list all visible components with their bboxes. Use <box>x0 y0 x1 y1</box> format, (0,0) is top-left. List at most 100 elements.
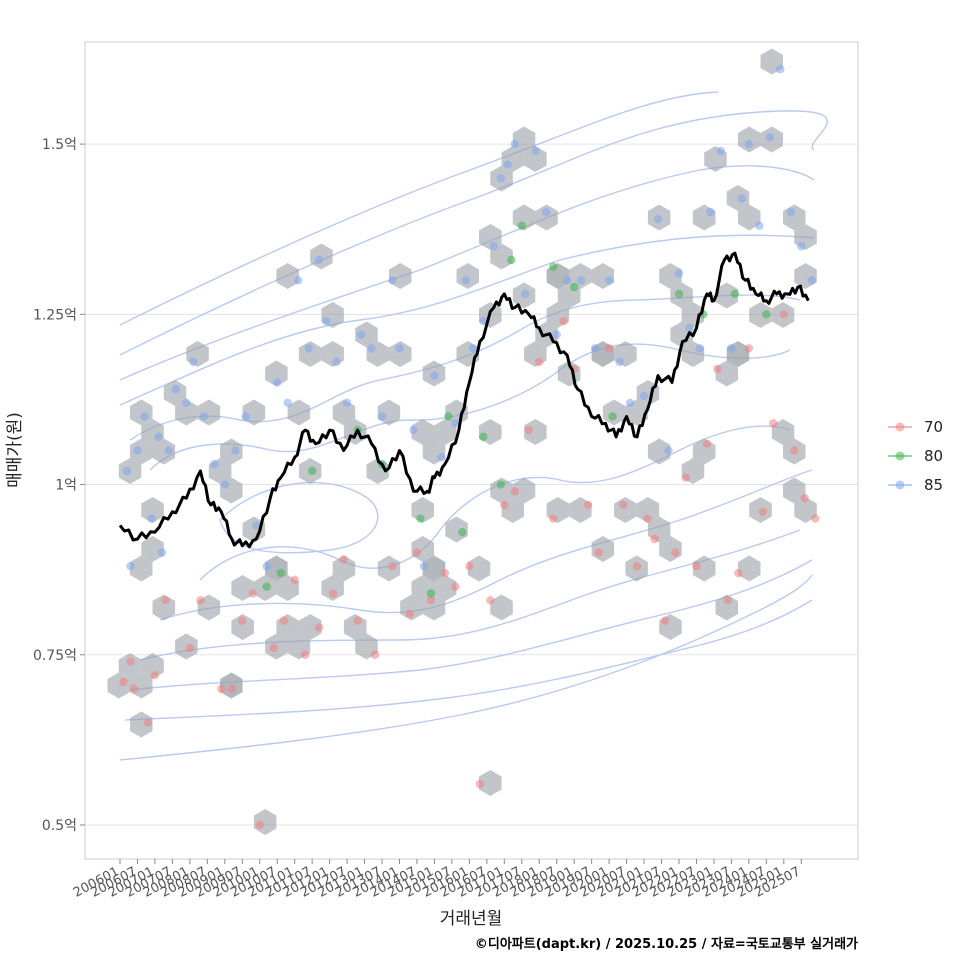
point-70-1 <box>126 657 135 666</box>
point-80-2 <box>307 466 317 476</box>
point-85-54 <box>653 214 663 224</box>
point-85-47 <box>562 276 572 285</box>
point-70-24 <box>412 548 422 557</box>
point-85-52 <box>625 398 635 408</box>
legend: 70 80 85 <box>888 418 943 494</box>
legend-key-dot-70 <box>895 422 905 432</box>
hexbin-57 <box>783 477 806 504</box>
point-85-67 <box>786 208 795 217</box>
point-70-34 <box>535 357 544 367</box>
trend-line-layer <box>118 251 810 549</box>
point-70-26 <box>440 568 450 578</box>
caption: ©디아파트(dapt.kr) / 2025.10.25 / 자료=국토교통부 실… <box>475 936 858 952</box>
hexbin-69 <box>490 477 513 504</box>
hexbin-25 <box>422 555 446 582</box>
point-70-49 <box>702 439 712 448</box>
point-70-57 <box>790 446 799 455</box>
point-80-13 <box>549 262 558 271</box>
point-85-43 <box>521 289 530 299</box>
point-85-12 <box>210 459 219 469</box>
density-contour-8 <box>159 469 813 621</box>
y-tick-label-0: 0.5억 <box>42 818 77 834</box>
hexbin-27 <box>467 555 491 582</box>
hexbin-21 <box>377 555 401 582</box>
point-70-43 <box>643 514 652 523</box>
point-80-6 <box>426 589 436 598</box>
point-85-21 <box>304 344 313 353</box>
point-85-4 <box>147 514 156 523</box>
hexbin-42 <box>636 497 660 523</box>
point-85-39 <box>489 242 499 251</box>
hexbin-51 <box>738 555 761 582</box>
point-85-3 <box>140 412 149 421</box>
point-85-50 <box>604 276 614 285</box>
point-70-30 <box>486 596 495 605</box>
hexbin-122 <box>535 204 558 231</box>
point-85-18 <box>273 378 282 387</box>
point-85-59 <box>706 208 715 217</box>
point-85-51 <box>615 357 624 367</box>
point-70-16 <box>300 650 310 659</box>
trend-line <box>118 251 810 549</box>
point-80-10 <box>496 480 506 489</box>
point-85-1 <box>126 562 135 571</box>
point-80-0 <box>262 582 271 591</box>
point-70-40 <box>604 344 614 353</box>
hexbin-54 <box>771 419 795 445</box>
density-contour-11 <box>124 599 813 721</box>
point-70-3 <box>143 718 153 728</box>
density-contour-10 <box>129 559 813 691</box>
point-70-28 <box>465 562 474 571</box>
point-70-35 <box>549 514 558 523</box>
point-85-57 <box>685 323 694 333</box>
point-85-46 <box>552 330 561 339</box>
hexbin-9 <box>231 614 254 640</box>
point-80-5 <box>416 514 425 523</box>
hexbin-78 <box>749 302 772 328</box>
hexbin-124 <box>569 263 592 289</box>
point-80-19 <box>762 310 771 319</box>
point-70-33 <box>524 425 533 435</box>
point-70-19 <box>339 555 348 564</box>
point-85-37 <box>468 344 478 353</box>
density-contours <box>119 91 828 761</box>
hexbin-80 <box>130 555 153 582</box>
point-70-42 <box>632 562 642 571</box>
hexbin-50 <box>715 594 738 621</box>
point-70-44 <box>650 534 659 544</box>
point-80-12 <box>517 221 526 231</box>
hexbin-97 <box>287 399 311 426</box>
point-70-51 <box>723 596 733 605</box>
point-70-31 <box>500 500 509 510</box>
point-70-41 <box>618 500 628 510</box>
point-85-6 <box>157 548 167 557</box>
point-85-62 <box>737 194 747 203</box>
point-85-40 <box>496 173 506 183</box>
density-contour-4 <box>129 294 801 441</box>
point-80-8 <box>458 528 467 537</box>
point-85-49 <box>590 344 600 353</box>
point-70-22 <box>388 562 397 571</box>
y-tick-label-1: 0.75억 <box>33 648 77 664</box>
point-85-42 <box>510 139 519 149</box>
y-tick-label-3: 1.25억 <box>33 307 77 323</box>
point-70-23 <box>405 609 415 619</box>
y-axis-title: 매매가(원) <box>5 412 25 488</box>
point-70-2 <box>129 684 139 693</box>
point-85-55 <box>664 446 673 455</box>
point-70-54 <box>758 507 768 516</box>
point-85-15 <box>241 412 250 421</box>
hexbin-58 <box>794 497 817 523</box>
y-tick-label-4: 1.5억 <box>42 137 77 153</box>
point-85-31 <box>409 425 418 435</box>
hexbin-109 <box>411 419 434 445</box>
point-70-9 <box>227 684 236 693</box>
point-85-33 <box>430 371 439 380</box>
point-85-34 <box>437 453 446 462</box>
density-contour-0 <box>119 91 719 326</box>
hexbin-104 <box>355 321 378 348</box>
point-85-16 <box>252 521 261 530</box>
point-85-29 <box>388 276 397 285</box>
point-85-19 <box>283 398 292 408</box>
point-70-38 <box>583 500 593 510</box>
